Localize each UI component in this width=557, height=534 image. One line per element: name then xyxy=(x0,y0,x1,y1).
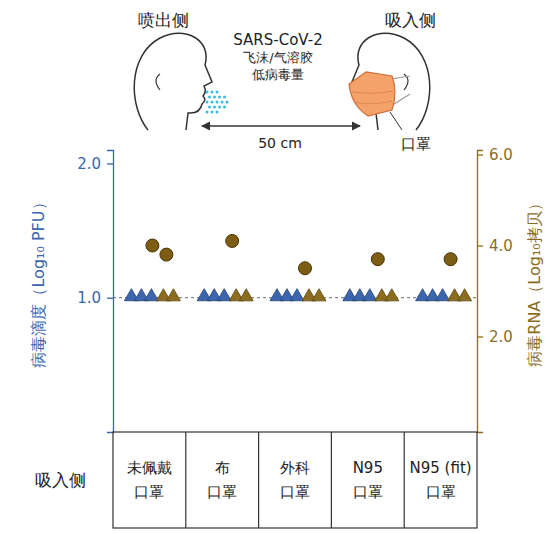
spray-dot xyxy=(226,101,229,104)
spray-dot xyxy=(216,101,219,104)
data-point xyxy=(436,289,450,301)
table-divider xyxy=(404,432,405,528)
y-axis-tick-label: 1.0 xyxy=(77,289,101,307)
y2-axis-tick: 6.0 xyxy=(477,146,513,164)
data-point xyxy=(160,248,173,261)
y-axis-line xyxy=(107,151,114,433)
spray-dot xyxy=(216,91,219,94)
spray-dot xyxy=(208,96,211,99)
emitter-ear xyxy=(156,74,160,90)
y2-axis-tick: 2.0 xyxy=(477,328,513,346)
x-tick-label-line: 口罩 xyxy=(280,483,310,501)
spray-dot xyxy=(218,106,221,109)
y2-axis-tick-mark xyxy=(477,245,483,246)
mask-strap xyxy=(391,76,410,79)
x-tick-label: 外科口罩 xyxy=(280,459,310,501)
data-point xyxy=(385,289,399,301)
y-axis-title: 病毒滴度（Log₁₀ PFU） xyxy=(29,194,48,367)
data-point xyxy=(299,262,312,275)
y2-axis-tick-label: 2.0 xyxy=(489,328,513,346)
x-tick-label-line: 口罩 xyxy=(207,483,237,501)
data-point xyxy=(312,289,326,301)
x-tick-label-line: 口罩 xyxy=(353,483,383,501)
x-tick-label-line: N95 (fit) xyxy=(410,459,472,477)
y-axis: 1.0 2.0 xyxy=(77,151,113,433)
spray-dot xyxy=(218,96,221,99)
spray-dot xyxy=(206,111,209,114)
illustration: 喷出侧 吸入侧 SARS-CoV-2飞沫/气溶胶低病毒量 50 cm 口罩 xyxy=(134,10,435,153)
spray-dot xyxy=(211,111,214,114)
category-table: 未佩戴口罩布口罩外科口罩N95口罩N95 (fit)口罩 xyxy=(113,432,477,528)
y-axis-tick: 1.0 xyxy=(77,289,113,307)
data-point xyxy=(239,289,253,301)
illustration-particles: 飞沫/气溶胶 xyxy=(243,50,312,65)
data-point xyxy=(146,239,159,252)
data-point xyxy=(144,289,158,301)
y2-axis-tick-mark xyxy=(477,336,483,337)
mask-fold xyxy=(352,91,393,104)
y2-axis-tick: 4.0 xyxy=(477,237,513,255)
x-tick-label: 未佩戴口罩 xyxy=(127,459,172,501)
plot-area xyxy=(113,234,477,300)
chart: 喷出侧吸入侧SARS-CoV-2飞沫/气溶胶低病毒量50 cm口罩1.02.02… xyxy=(0,0,557,534)
y2-axis-title: 病毒RNA（Log₁₀拷贝） xyxy=(525,195,544,366)
x-tick-label: N95 (fit) 口罩 xyxy=(410,459,472,501)
data-point xyxy=(363,289,377,301)
spray xyxy=(206,91,229,114)
spray-dot xyxy=(223,106,226,109)
emitter-head xyxy=(134,33,212,130)
series-1 xyxy=(156,289,471,301)
spray-dot xyxy=(211,91,214,94)
spray-dot xyxy=(208,106,211,109)
x-tick-label: 布口罩 xyxy=(207,459,237,501)
data-point xyxy=(458,289,472,301)
table-divider xyxy=(258,432,259,528)
mask xyxy=(349,72,395,116)
data-point xyxy=(217,289,231,301)
spray-dot xyxy=(213,106,216,109)
illustration-emitter-label: 喷出侧 xyxy=(138,10,189,30)
y-axis-tick-mark xyxy=(107,163,113,164)
y2-axis-tick-label: 6.0 xyxy=(489,146,513,164)
data-point xyxy=(444,253,457,266)
x-tick-label-line: 布 xyxy=(215,459,230,477)
data-point xyxy=(166,289,180,301)
data-point xyxy=(290,289,304,301)
spray-dot xyxy=(213,96,216,99)
y-axis-tick: 2.0 xyxy=(77,155,113,173)
table-divider xyxy=(331,432,332,528)
x-tick-label-line: 口罩 xyxy=(134,483,164,501)
x-axis-title: 吸入侧 xyxy=(35,470,86,490)
illustration-mask-label: 口罩 xyxy=(401,135,431,153)
x-tick-label: N95 口罩 xyxy=(353,459,383,501)
illustration-virus: SARS-CoV-2 xyxy=(233,31,322,49)
illustration-receiver-label: 吸入侧 xyxy=(385,10,436,30)
series-0 xyxy=(124,289,449,301)
table-divider xyxy=(185,432,186,528)
illustration-distance: 50 cm xyxy=(258,135,302,151)
x-tick-label-line: 口罩 xyxy=(426,483,456,501)
mask-pointer xyxy=(390,112,402,130)
data-point xyxy=(371,253,384,266)
y2-axis-tick-label: 4.0 xyxy=(489,237,513,255)
x-tick-label-line: N95 xyxy=(353,459,383,477)
spray-dot xyxy=(206,91,209,94)
spray-dot xyxy=(211,101,214,104)
y2-axis-tick-mark xyxy=(477,154,483,155)
y2-axis: 2.0 4.0 6.0 xyxy=(477,146,513,433)
spray-dot xyxy=(216,111,219,114)
table-border xyxy=(113,432,477,528)
x-tick-label-line: 外科 xyxy=(280,459,310,477)
distance-arrow xyxy=(202,125,360,126)
spray-dot xyxy=(206,101,209,104)
y-axis-tick-mark xyxy=(107,298,113,299)
spray-dot xyxy=(223,96,226,99)
illustration-virus-load: 低病毒量 xyxy=(252,67,304,82)
y-axis-tick-label: 2.0 xyxy=(77,155,101,173)
spray-dot xyxy=(221,101,224,104)
data-point xyxy=(226,234,239,247)
x-tick-label-line: 未佩戴 xyxy=(127,459,172,477)
series-2 xyxy=(146,234,457,274)
y2-axis-line xyxy=(478,151,484,433)
